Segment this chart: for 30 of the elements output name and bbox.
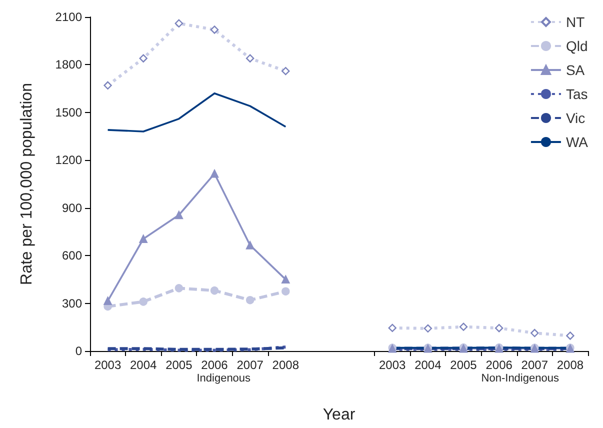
legend-label: Tas: [566, 86, 588, 102]
x-tick-label: 2004: [414, 358, 442, 372]
legend-label: Qld: [566, 38, 588, 54]
legend-label: WA: [566, 134, 589, 150]
x-tick-label: 2003: [379, 358, 406, 372]
x-tick-label: 2004: [130, 358, 158, 372]
y-tick-label: 1200: [55, 153, 82, 168]
y-tick-label: 300: [62, 296, 82, 310]
y-tick-label: 0: [75, 344, 82, 358]
legend-label: SA: [566, 62, 586, 78]
legend-label: NT: [566, 14, 586, 30]
y-tick-label: 1800: [55, 58, 82, 72]
x-tick-label: 2007: [521, 358, 548, 372]
x-tick-label: 2003: [94, 358, 122, 372]
y-tick-label: 600: [62, 248, 82, 263]
x-tick-label: 2007: [236, 358, 264, 372]
x-tick-label: 2008: [272, 358, 300, 372]
legend-label: Vic: [566, 110, 586, 126]
y-axis-title: Rate per 100,000 population: [18, 83, 36, 285]
y-tick-label: 2100: [55, 10, 82, 24]
x-tick-label: 2006: [201, 358, 228, 372]
text: Non-Indigenous: [481, 372, 560, 384]
x-tick-label: 2005: [166, 358, 193, 372]
x-tick-label: 2005: [450, 358, 478, 372]
text: Indigenous: [196, 372, 252, 384]
y-tick-label: 900: [62, 200, 82, 215]
x-tick-label: 2006: [486, 358, 513, 372]
x-tick-label: 2008: [556, 358, 584, 372]
x-axis-title: Year: [322, 406, 356, 424]
y-tick-label: 1500: [55, 105, 82, 120]
